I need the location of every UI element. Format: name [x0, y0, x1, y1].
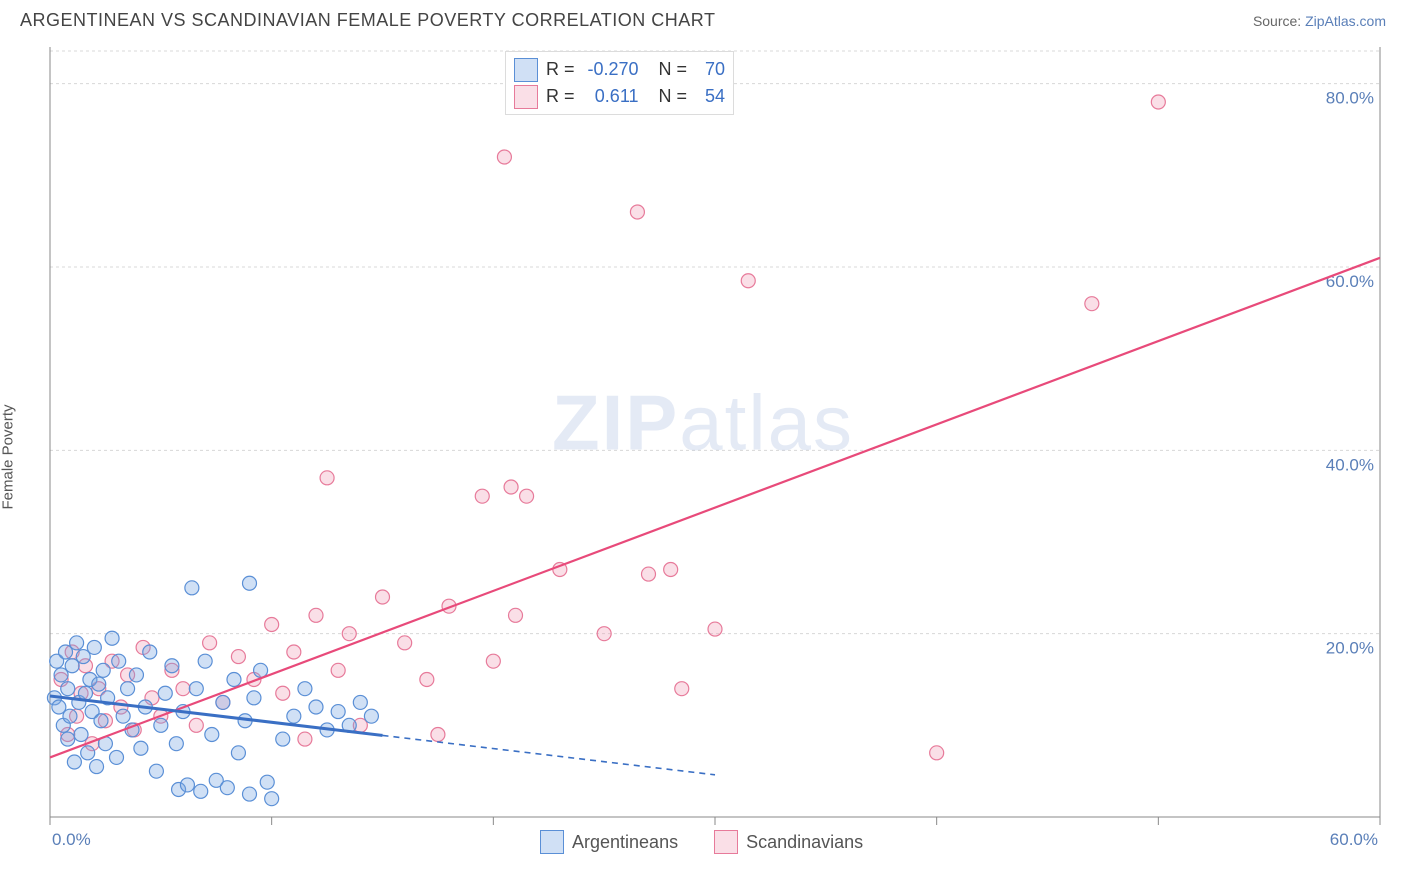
r-value-scandinavians: 0.611: [583, 83, 639, 110]
source-link[interactable]: ZipAtlas.com: [1305, 13, 1386, 29]
scatter-chart: 20.0%40.0%60.0%80.0%0.0%60.0%: [0, 37, 1406, 877]
source-attribution: Source: ZipAtlas.com: [1253, 13, 1386, 29]
n-label: N =: [659, 56, 688, 83]
r-value-argentineans: -0.270: [583, 56, 639, 83]
swatch-argentineans: [514, 58, 538, 82]
n-value-scandinavians: 54: [695, 83, 725, 110]
source-label: Source:: [1253, 13, 1305, 29]
correlation-legend: R = -0.270 N = 70 R = 0.611 N = 54: [505, 51, 734, 115]
svg-text:80.0%: 80.0%: [1326, 89, 1374, 108]
svg-text:20.0%: 20.0%: [1326, 639, 1374, 658]
y-axis-label: Female Poverty: [0, 404, 17, 509]
legend-row-argentineans: R = -0.270 N = 70: [514, 56, 725, 83]
swatch-scandinavians: [514, 85, 538, 109]
legend-row-scandinavians: R = 0.611 N = 54: [514, 83, 725, 110]
chart-title: ARGENTINEAN VS SCANDINAVIAN FEMALE POVER…: [20, 10, 715, 31]
chart-container: Female Poverty ZIPatlas 20.0%40.0%60.0%8…: [0, 37, 1406, 877]
legend-label-scandinavians: Scandinavians: [746, 832, 863, 853]
r-label: R =: [546, 83, 575, 110]
legend-item-scandinavians: Scandinavians: [714, 830, 863, 854]
svg-text:0.0%: 0.0%: [52, 830, 91, 849]
n-label: N =: [659, 83, 688, 110]
legend-label-argentineans: Argentineans: [572, 832, 678, 853]
series-legend: Argentineans Scandinavians: [540, 830, 863, 854]
swatch-argentineans-icon: [540, 830, 564, 854]
n-value-argentineans: 70: [695, 56, 725, 83]
legend-item-argentineans: Argentineans: [540, 830, 678, 854]
svg-text:40.0%: 40.0%: [1326, 455, 1374, 474]
svg-text:60.0%: 60.0%: [1330, 830, 1378, 849]
swatch-scandinavians-icon: [714, 830, 738, 854]
r-label: R =: [546, 56, 575, 83]
